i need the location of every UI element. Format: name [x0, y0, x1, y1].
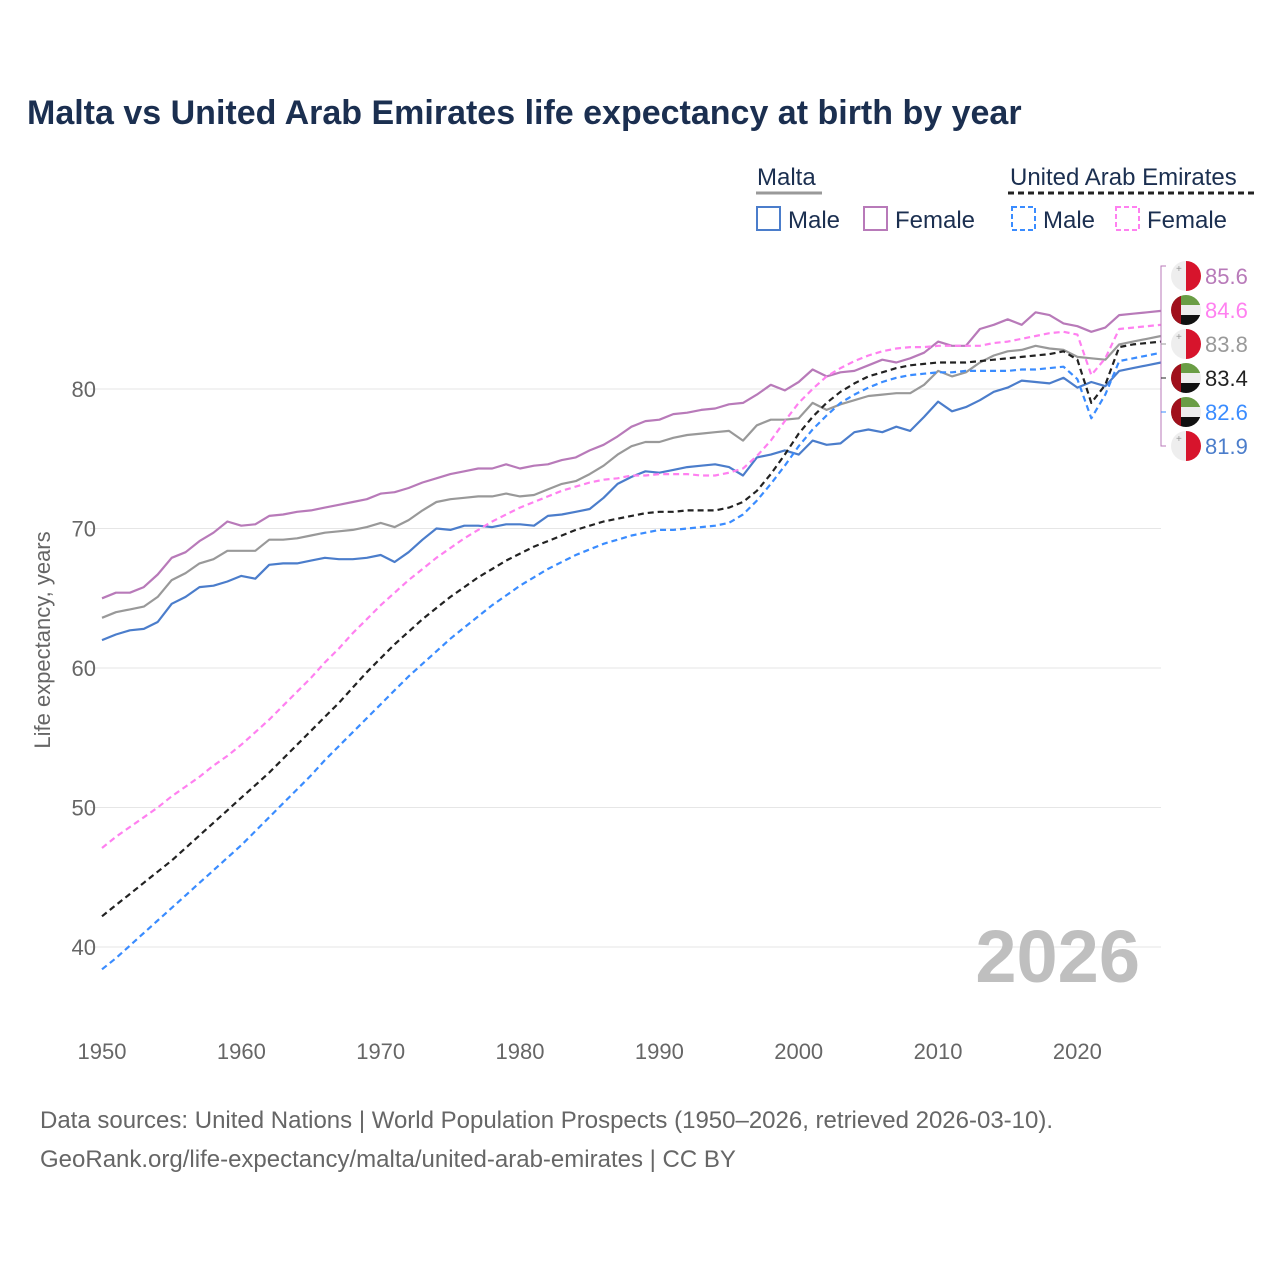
flag-white — [1171, 431, 1186, 461]
malta-flag-icon — [1171, 329, 1201, 359]
end-value-label: 83.4 — [1205, 366, 1248, 391]
source-url[interactable]: GeoRank.org/life-expectancy/malta/united… — [40, 1146, 736, 1173]
flag-white — [1171, 305, 1201, 315]
x-tick-label: 1990 — [635, 1039, 684, 1064]
flag-black — [1171, 315, 1201, 325]
end-value-label: 83.8 — [1205, 332, 1248, 357]
flag-white — [1171, 261, 1186, 291]
series-line-malta-male — [101, 361, 1162, 642]
y-tick-label: 40 — [72, 935, 96, 960]
year-watermark: 2026 — [975, 915, 1140, 998]
flag-body — [1171, 397, 1201, 427]
series-line-malta-female — [101, 309, 1162, 600]
flag-body — [1171, 261, 1201, 291]
end-value-label: 82.6 — [1205, 400, 1248, 425]
end-value-label: 84.6 — [1205, 298, 1248, 323]
george-cross: + — [1176, 434, 1182, 445]
flag-red — [1186, 431, 1201, 461]
flag-body — [1171, 329, 1201, 359]
x-tick-label: 1970 — [356, 1039, 405, 1064]
malta-flag-icon — [1171, 431, 1201, 461]
flag-red — [1186, 261, 1201, 291]
uae-flag-icon — [1171, 397, 1201, 427]
x-tick-label: 1950 — [78, 1039, 127, 1064]
y-tick-label: 80 — [72, 377, 96, 402]
legend-item-label: Female — [1147, 207, 1227, 234]
y-axis-label: Life expectancy, years — [30, 531, 55, 748]
flag-black — [1171, 383, 1201, 393]
x-tick-label: 2010 — [914, 1039, 963, 1064]
y-tick-label: 60 — [72, 656, 96, 681]
flag-body — [1171, 363, 1201, 393]
flag-green — [1171, 295, 1201, 305]
uae-flag-icon — [1171, 295, 1201, 325]
source-text: Data sources: United Nations | World Pop… — [40, 1107, 1054, 1134]
legend-group-uae: United Arab Emirates — [1010, 164, 1237, 191]
series-line-uae-male — [101, 351, 1162, 971]
flag-body — [1171, 295, 1201, 325]
legend-swatch — [1011, 206, 1036, 231]
flag-white — [1171, 373, 1201, 383]
flag-red — [1186, 329, 1201, 359]
legend-item-label: Male — [1043, 207, 1095, 234]
y-tick-label: 50 — [72, 796, 96, 821]
flag-green — [1171, 397, 1201, 407]
x-tick-label: 2000 — [774, 1039, 823, 1064]
legend-swatch — [863, 206, 888, 231]
flag-white — [1171, 407, 1201, 417]
legend-item-label: Male — [788, 207, 840, 234]
legend-swatch — [756, 206, 781, 231]
flag-red — [1171, 363, 1181, 393]
flag-red — [1171, 295, 1181, 325]
y-tick-label: 70 — [72, 517, 96, 542]
flag-white — [1171, 329, 1186, 359]
legend-group-malta: Malta — [757, 164, 816, 191]
malta-flag-icon — [1171, 261, 1201, 291]
x-tick-label: 1960 — [217, 1039, 266, 1064]
uae-flag-icon — [1171, 363, 1201, 393]
flag-red — [1171, 397, 1181, 427]
label-bracket — [1160, 265, 1166, 447]
legend-item-label: Female — [895, 207, 975, 234]
end-value-label: 85.6 — [1205, 264, 1248, 289]
flag-green — [1171, 363, 1201, 373]
flag-black — [1171, 417, 1201, 427]
legend-swatch — [1115, 206, 1140, 231]
x-tick-label: 1980 — [496, 1039, 545, 1064]
series-line-united-arab-emirates — [101, 340, 1162, 918]
flag-body — [1171, 431, 1201, 461]
series-line-uae-female — [101, 323, 1162, 849]
george-cross: + — [1176, 332, 1182, 343]
end-value-label: 81.9 — [1205, 434, 1248, 459]
george-cross: + — [1176, 264, 1182, 275]
x-tick-label: 2020 — [1053, 1039, 1102, 1064]
chart-title: Malta vs United Arab Emirates life expec… — [27, 94, 1022, 132]
